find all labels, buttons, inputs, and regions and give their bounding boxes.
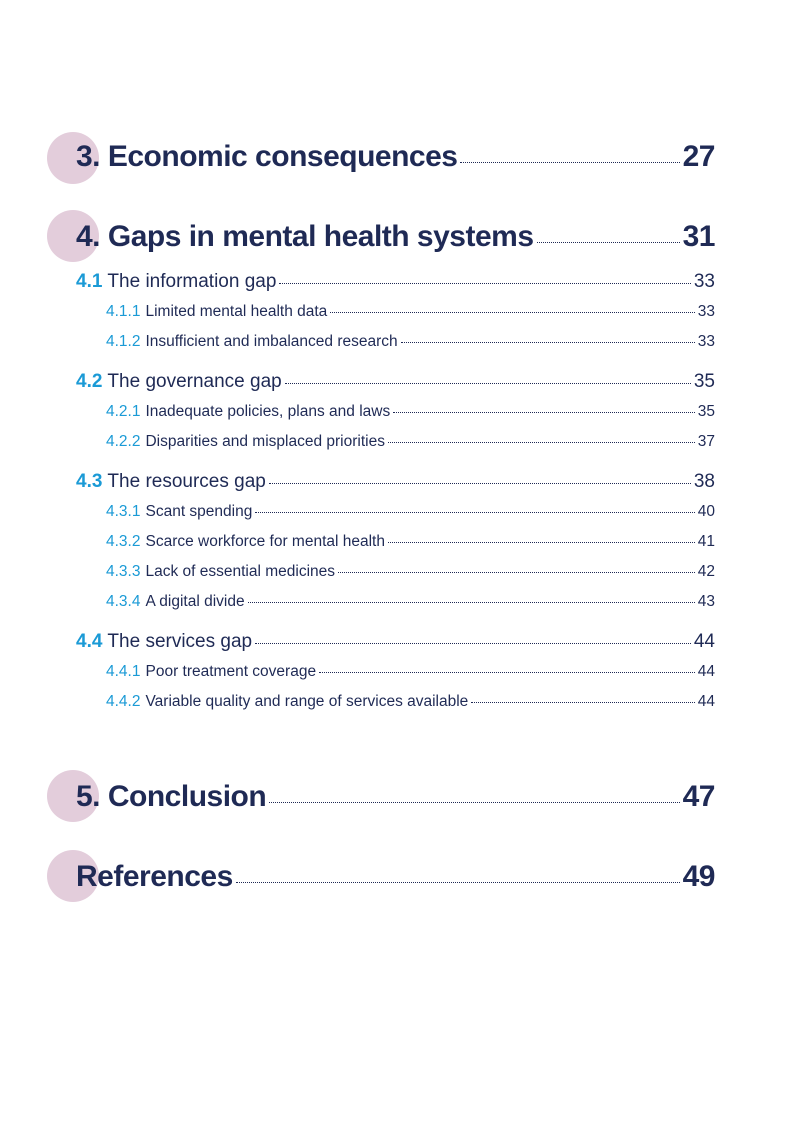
leader-dots — [247, 602, 695, 603]
section-number: 4.1.1 — [106, 303, 141, 320]
leader-dots — [269, 802, 680, 803]
leader-dots — [279, 283, 691, 284]
toc-page-number: 35 — [693, 371, 715, 392]
toc-title: The services gap — [107, 631, 253, 652]
section-number: 4.4 — [76, 631, 103, 652]
section-number: 4.3.3 — [106, 563, 141, 580]
leader-dots — [268, 483, 691, 484]
toc-page-number: 40 — [697, 503, 715, 520]
section-number: 4.2.2 — [106, 433, 141, 450]
chapter-circle-decoration — [47, 770, 99, 822]
toc-page-number: 33 — [697, 303, 715, 320]
section-number: 4.3.1 — [106, 503, 141, 520]
section-number: 4.4.2 — [106, 693, 141, 710]
leader-dots — [284, 383, 691, 384]
toc-title: Insufficient and imbalanced research — [145, 333, 398, 350]
toc-title: The governance gap — [107, 371, 282, 392]
toc-title: A digital divide — [145, 593, 245, 610]
toc-section-4-4[interactable]: 4.4 The services gap 44 — [0, 631, 715, 653]
section-number: 4.1 — [76, 271, 103, 292]
toc-page-number: 33 — [693, 271, 715, 292]
toc-references[interactable]: References 49 — [0, 860, 716, 900]
toc-title: 4. Gaps in mental health systems — [76, 220, 534, 253]
toc-subsection-4-4-2[interactable]: 4.4.2 Variable quality and range of servi… — [0, 693, 715, 711]
toc-page-number: 37 — [697, 433, 715, 450]
toc-chapter-5[interactable]: 5. Conclusion 47 — [0, 780, 716, 820]
leader-dots — [460, 162, 680, 163]
toc-subsection-4-2-1[interactable]: 4.2.1 Inadequate policies, plans and laws… — [0, 403, 715, 421]
section-number: 4.2 — [76, 371, 103, 392]
leader-dots — [255, 512, 695, 513]
leader-dots — [536, 242, 680, 243]
toc-subsection-4-1-1[interactable]: 4.1.1 Limited mental health data 33 — [0, 303, 715, 321]
chapter-circle-decoration — [47, 850, 99, 902]
toc-title: Limited mental health data — [145, 303, 328, 320]
toc-page-number: 41 — [697, 533, 715, 550]
toc-title: Disparities and misplaced priorities — [145, 433, 385, 450]
leader-dots — [471, 702, 695, 703]
toc-page-number: 35 — [697, 403, 715, 420]
toc-subsection-4-3-2[interactable]: 4.3.2 Scarce workforce for mental health 4… — [0, 533, 715, 551]
toc-page-number: 44 — [697, 693, 715, 710]
chapter-circle-decoration — [47, 210, 99, 262]
leader-dots — [387, 542, 695, 543]
toc-page-number: 47 — [682, 780, 716, 813]
leader-dots — [387, 442, 695, 443]
section-number: 4.3 — [76, 471, 103, 492]
section-number: 4.3.2 — [106, 533, 141, 550]
toc-subsection-4-3-4[interactable]: 4.3.4 A digital divide 43 — [0, 593, 715, 611]
toc-title: 3. Economic consequences — [76, 140, 458, 173]
toc-title: Inadequate policies, plans and laws — [145, 403, 391, 420]
toc-page-number: 44 — [693, 631, 715, 652]
leader-dots — [255, 643, 691, 644]
toc-section-4-1[interactable]: 4.1 The information gap 33 — [0, 271, 715, 293]
section-number: 4.1.2 — [106, 333, 141, 350]
toc-page-number: 43 — [697, 593, 715, 610]
toc-page-number: 38 — [693, 471, 715, 492]
toc-title: The information gap — [107, 271, 277, 292]
leader-dots — [393, 412, 695, 413]
leader-dots — [400, 342, 695, 343]
leader-dots — [235, 882, 680, 883]
toc-title: Scant spending — [145, 503, 253, 520]
toc-subsection-4-4-1[interactable]: 4.4.1 Poor treatment coverage 44 — [0, 663, 715, 681]
toc-title: 5. Conclusion — [76, 780, 267, 813]
leader-dots — [330, 312, 695, 313]
toc-title: Lack of essential medicines — [145, 563, 336, 580]
toc-page-number: 49 — [682, 860, 716, 893]
leader-dots — [319, 672, 695, 673]
toc-page-number: 27 — [682, 140, 716, 173]
toc-subsection-4-3-3[interactable]: 4.3.3 Lack of essential medicines 42 — [0, 563, 715, 581]
section-number: 4.3.4 — [106, 593, 141, 610]
toc-title: Poor treatment coverage — [145, 663, 317, 680]
toc-subsection-4-2-2[interactable]: 4.2.2 Disparities and misplaced prioritie… — [0, 433, 715, 451]
section-number: 4.2.1 — [106, 403, 141, 420]
toc-subsection-4-3-1[interactable]: 4.3.1 Scant spending 40 — [0, 503, 715, 521]
toc-page-number: 44 — [697, 663, 715, 680]
leader-dots — [338, 572, 695, 573]
toc-title: Scarce workforce for mental health — [145, 533, 385, 550]
toc-title: References — [76, 860, 233, 893]
toc-page-number: 31 — [682, 220, 716, 253]
toc-page-number: 42 — [697, 563, 715, 580]
toc-chapter-4[interactable]: 4. Gaps in mental health systems 31 — [0, 220, 716, 260]
section-number: 4.4.1 — [106, 663, 141, 680]
toc-section-4-3[interactable]: 4.3 The resources gap 38 — [0, 471, 715, 493]
toc-title: The resources gap — [107, 471, 266, 492]
toc-chapter-3[interactable]: 3. Economic consequences 27 — [0, 140, 716, 180]
toc-section-4-2[interactable]: 4.2 The governance gap 35 — [0, 371, 715, 393]
chapter-circle-decoration — [47, 132, 99, 184]
toc-subsection-4-1-2[interactable]: 4.1.2 Insufficient and imbalanced researc… — [0, 333, 715, 351]
toc-page-number: 33 — [697, 333, 715, 350]
toc-title: Variable quality and range of services a… — [145, 693, 469, 710]
